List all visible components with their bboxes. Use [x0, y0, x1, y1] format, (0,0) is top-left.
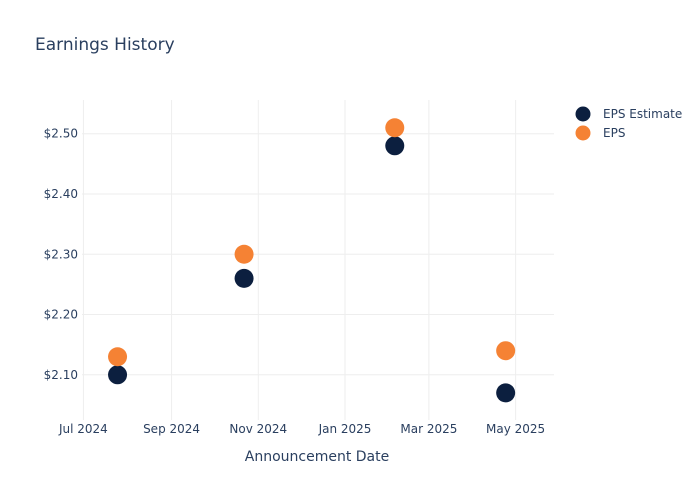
legend-marker: [575, 125, 591, 141]
data-point[interactable]: [108, 365, 128, 385]
x-tick-label: Sep 2024: [143, 422, 200, 436]
legend-label: EPS: [603, 126, 625, 140]
data-point[interactable]: [234, 268, 254, 288]
legend-marker: [575, 106, 591, 122]
y-tick-label: $2.50: [44, 127, 78, 141]
data-point[interactable]: [385, 136, 405, 156]
data-point[interactable]: [496, 341, 516, 361]
grid-layer: [82, 100, 554, 420]
data-point[interactable]: [496, 383, 516, 403]
legend: EPS Estimate EPS: [575, 106, 683, 141]
points-layer: [108, 118, 516, 403]
data-point[interactable]: [108, 347, 128, 367]
x-tick-label: Mar 2025: [400, 422, 457, 436]
chart-title: Earnings History: [35, 35, 175, 55]
series-1: [108, 118, 516, 367]
series-0: [108, 136, 516, 403]
legend-label: EPS Estimate: [603, 107, 682, 121]
x-tick-label: Jan 2025: [318, 422, 372, 436]
x-axis-title: Announcement Date: [245, 449, 389, 465]
y-tick-label: $2.40: [44, 187, 78, 201]
data-point[interactable]: [385, 118, 405, 138]
legend-item[interactable]: EPS Estimate: [575, 106, 683, 122]
y-tick-label: $2.30: [44, 247, 78, 261]
x-tick-label: Nov 2024: [229, 422, 287, 436]
tick-layer: Jul 2024 Sep 2024 Nov 2024 Jan 2025 Mar 2025…: [44, 127, 546, 436]
data-point[interactable]: [234, 244, 254, 264]
legend-item[interactable]: EPS: [575, 125, 626, 141]
y-tick-label: $2.20: [44, 308, 78, 322]
y-tick-label: $2.10: [44, 368, 78, 382]
x-tick-label: Jul 2024: [58, 422, 108, 436]
x-tick-label: May 2025: [486, 422, 545, 436]
